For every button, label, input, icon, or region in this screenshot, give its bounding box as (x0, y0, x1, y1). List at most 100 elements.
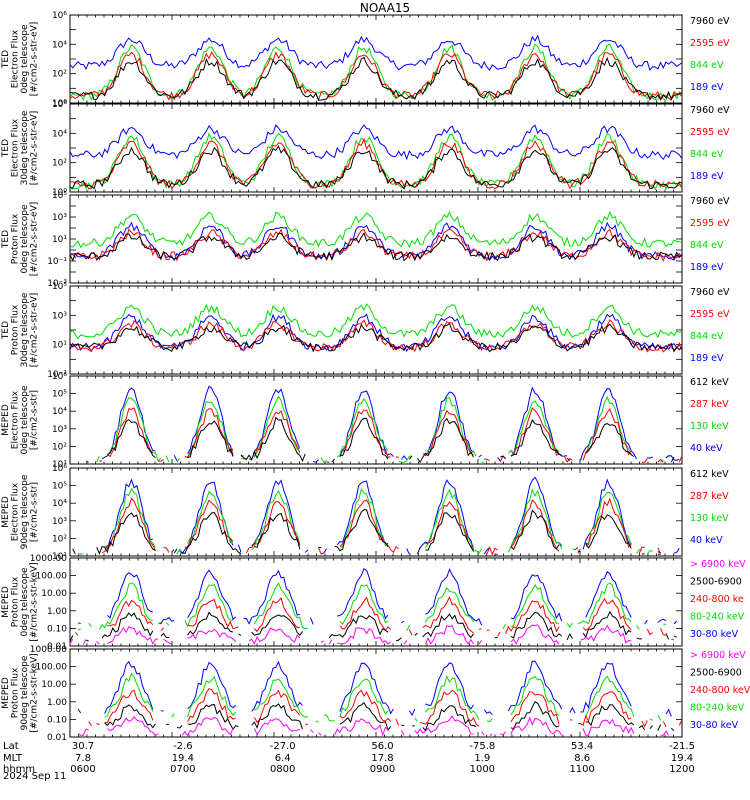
panel-8: 0.01 0.10 1.00 10.00 100.00 1000.00 MEPED Proto… (1, 645, 750, 743)
panel-5: 10¹ 10² 10³ 10⁴ 10⁵ 10⁶ MEPED Electron Flux 0deg… (1, 372, 729, 470)
legend-entry: 189 eV (690, 262, 724, 273)
y-axis-label-line: Electron Flux (11, 29, 21, 88)
legend-entry: 189 eV (690, 353, 724, 364)
x-tick-label: 53.4 (571, 741, 593, 752)
y-axis-label-line: [#/cm2-s-str-keV] (30, 562, 40, 641)
y-tick-label: 10⁻³ (47, 279, 67, 289)
legend-entry: 80-240 keV (690, 703, 745, 714)
y-tick-label: 10⁴ (52, 407, 67, 417)
legend-entry: 844 eV (690, 240, 724, 251)
series-line (69, 303, 683, 340)
legend-entry: 30-80 keV (690, 720, 739, 731)
date-label: 2024 Sep 11 (3, 771, 66, 782)
y-tick-label: 10³ (52, 517, 67, 527)
legend-entry: 130 keV (690, 421, 729, 432)
y-axis-label-line: TED (1, 50, 11, 69)
y-axis-label-line: MEPED (1, 496, 11, 528)
legend-entry: 189 eV (690, 82, 724, 93)
series-line (69, 232, 683, 262)
panel-frame (69, 103, 683, 193)
panel-1: 10⁰ 10² 10⁴ 10⁶ TED Electron Flux 0deg telesco… (1, 11, 730, 109)
x-row-label: hhmm (3, 764, 35, 775)
y-tick-label: 1000.00 (30, 554, 67, 564)
y-tick-label: 10¹ (52, 341, 67, 351)
x-tick-label: 17.8 (371, 753, 393, 764)
x-row-label: Lat (3, 741, 19, 752)
y-axis-label-line: 0deg telescope (20, 567, 30, 637)
y-axis-label-line: MEPED (1, 586, 11, 618)
y-tick-label: 10⁶ (52, 100, 67, 110)
y-tick-label: 100.00 (36, 663, 68, 673)
series-line (69, 211, 683, 249)
y-axis-label-line: 90deg telescope (20, 655, 30, 730)
y-tick-label: 10⁻¹ (47, 257, 67, 267)
panel-2: 10⁰ 10² 10⁴ 10⁶ TED Electron Flux 30deg telesc… (1, 100, 730, 198)
y-tick-label: 1.00 (47, 698, 67, 708)
x-tick-label: 6.4 (275, 753, 291, 764)
y-tick-label: 10⁴ (52, 129, 67, 139)
legend-entry: 7960 eV (690, 16, 730, 27)
x-tick-label: -21.5 (669, 741, 695, 752)
legend-entry: 287 keV (690, 399, 729, 410)
series-line (106, 476, 680, 555)
y-axis-label-line: TED (1, 230, 11, 249)
y-tick-label: 10⁵ (52, 390, 67, 400)
y-tick-label: 10⁵ (52, 482, 67, 492)
panel-6: 10¹ 10² 10³ 10⁴ 10⁵ 10⁶ MEPED Electron Flux 90de… (1, 464, 729, 562)
x-tick-label: 30.7 (72, 741, 94, 752)
legend-entry: 240-800 keV (690, 685, 750, 696)
x-tick-label: -75.8 (469, 741, 495, 752)
series-line (69, 221, 683, 262)
legend-entry: 2595 eV (690, 38, 730, 49)
y-axis-label-line: 30deg telescope (20, 292, 30, 367)
series-line (70, 625, 679, 644)
x-tick-label: 0700 (170, 764, 195, 775)
x-tick-label: 7.8 (75, 753, 91, 764)
panel-3: 10⁻³ 10⁻¹ 10¹ 10³ 10⁵ TED Proton Flux 0deg tele… (1, 191, 730, 289)
x-tick-label: 0800 (270, 764, 295, 775)
legend-entry: 189 eV (690, 171, 724, 182)
y-axis-label-line: Electron Flux (11, 482, 21, 541)
legend-entry: 7960 eV (690, 105, 730, 116)
legend-entry: 844 eV (690, 149, 724, 160)
y-axis-label-line: [#/cm2-s-str] (30, 390, 40, 450)
series-line (69, 124, 683, 161)
y-axis-label-line: 0deg telescope (20, 24, 30, 94)
series-line (85, 385, 680, 463)
y-tick-label: 10⁵ (52, 191, 67, 201)
y-axis-label-line: [#/cm2-s-str-eV] (30, 202, 40, 277)
y-axis-label-line: MEPED (1, 404, 11, 436)
x-tick-label: 19.4 (671, 753, 693, 764)
panel-4: 10⁻¹ 10¹ 10³ 10⁵ TED Proton Flux 30deg telesco… (1, 282, 730, 380)
y-tick-label: 10⁴ (52, 499, 67, 509)
series-line (69, 50, 683, 102)
y-axis-label-line: 90deg telescope (20, 474, 30, 549)
y-axis-label-line: Proton Flux (11, 667, 21, 718)
y-axis-label-line: TED (1, 139, 11, 158)
y-tick-label: 10² (52, 159, 67, 169)
y-tick-label: 0.01 (47, 733, 67, 743)
y-tick-label: 10¹ (52, 552, 67, 562)
y-tick-label: 10¹ (52, 460, 67, 470)
y-tick-label: 10³ (52, 213, 67, 223)
y-axis-label-line: [#/cm2-s-str] (30, 482, 40, 542)
x-tick-label: -2.6 (173, 741, 193, 752)
y-tick-label: 10⁴ (52, 40, 67, 50)
series-line (69, 34, 683, 72)
y-axis-label-line: Proton Flux (11, 304, 21, 355)
x-tick-label: 1200 (669, 764, 694, 775)
legend-entry: 612 keV (690, 377, 729, 388)
y-tick-label: 10² (52, 70, 67, 80)
y-tick-label: 0.10 (47, 624, 67, 634)
series-line (69, 56, 683, 101)
panel-7: 0.01 0.10 1.00 10.00 100.00 1000.00 MEPED Proto… (1, 554, 746, 652)
legend-entry: > 6900 keV (690, 650, 746, 661)
x-tick-label: 1100 (569, 764, 594, 775)
panel-frame (69, 375, 683, 465)
legend-entry: 2500-6900 (690, 577, 742, 588)
y-axis-label-line: 0deg telescope (20, 204, 30, 274)
y-tick-label: 10³ (52, 425, 67, 435)
y-tick-label: 10¹ (52, 235, 67, 245)
